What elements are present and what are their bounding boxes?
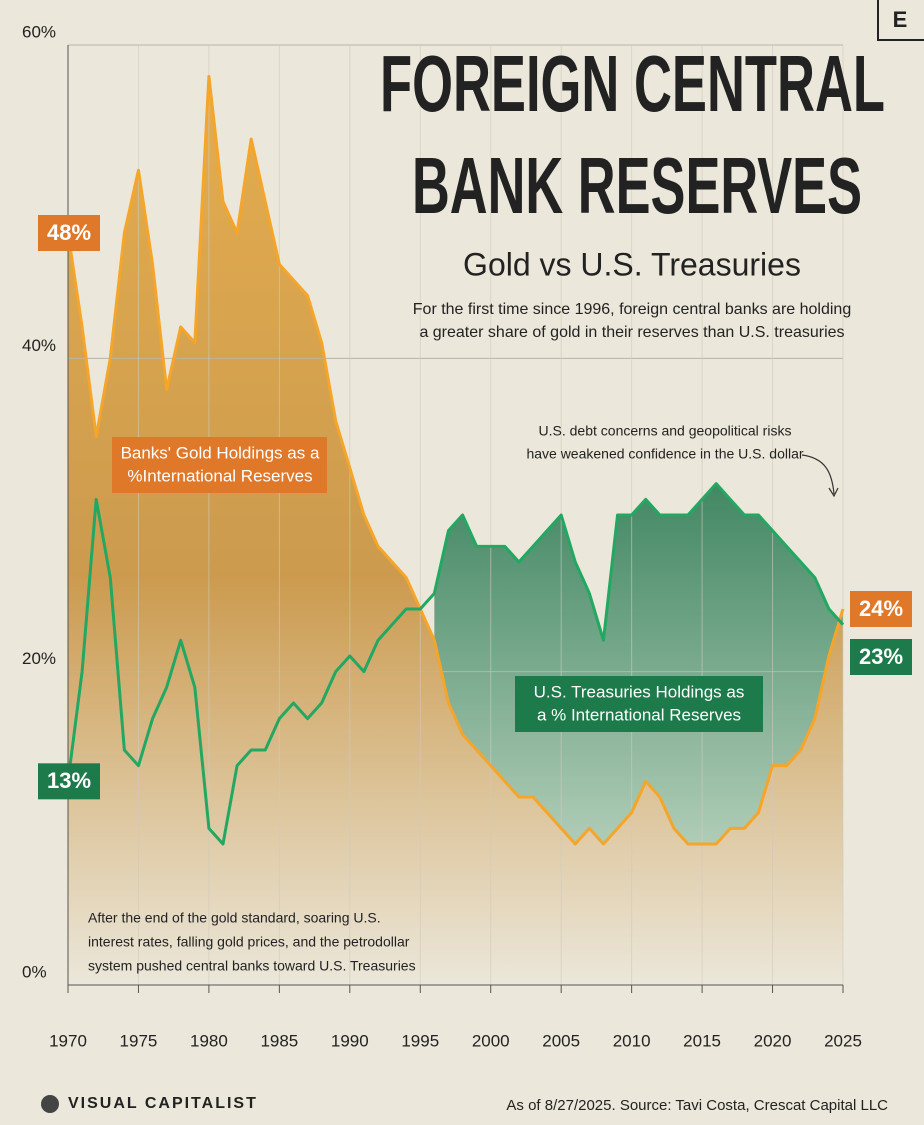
logo-frame — [877, 0, 924, 41]
x-tick-label: 2020 — [754, 1031, 792, 1050]
series-label: U.S. Treasuries Holdings as — [534, 682, 745, 701]
gold-area — [68, 76, 843, 986]
annotation: U.S. debt concerns and geopolitical risk… — [539, 423, 792, 439]
x-tick-label: 1990 — [331, 1031, 369, 1050]
x-tick-label: 1985 — [260, 1031, 298, 1050]
series-line — [66, 74, 845, 846]
value-label-box — [850, 639, 912, 675]
y-tick-label: 20% — [22, 649, 56, 668]
x-tick-label: 2025 — [824, 1031, 862, 1050]
x-tick-label: 1980 — [190, 1031, 228, 1050]
annotation: have weakened confidence in the U.S. dol… — [526, 446, 803, 462]
y-tick-label: 40% — [22, 336, 56, 355]
series-label: a % International Reserves — [537, 705, 741, 724]
series-label-box — [112, 437, 327, 493]
value-label-box — [38, 215, 100, 251]
annotation: After the end of the gold standard, soar… — [88, 910, 381, 926]
x-tick-label: 2000 — [472, 1031, 510, 1050]
x-tick-label: 2005 — [542, 1031, 580, 1050]
subtitle: Gold vs U.S. Treasuries — [463, 246, 801, 282]
brand-icon — [41, 1095, 59, 1113]
series-line — [66, 482, 845, 846]
title-line: BANK RESERVES — [412, 141, 862, 230]
series-label-box — [515, 676, 763, 732]
description: For the first time since 1996, foreign c… — [413, 301, 851, 318]
brand: VISUAL CAPITALIST — [68, 1095, 258, 1112]
annotation: interest rates, falling gold prices, and… — [88, 934, 410, 950]
y-tick-label: 60% — [22, 22, 56, 41]
x-tick-label: 2015 — [683, 1031, 721, 1050]
x-tick-label: 1975 — [120, 1031, 158, 1050]
title-line: FOREIGN CENTRAL — [380, 39, 885, 128]
source: As of 8/27/2025. Source: Tavi Costa, Cre… — [506, 1097, 888, 1114]
series-label: Banks' Gold Holdings as a — [121, 443, 320, 462]
value-label: 48% — [47, 220, 91, 245]
x-tick-label: 2010 — [613, 1031, 651, 1050]
y-tick-label: 0% — [22, 962, 47, 981]
logo: E — [893, 7, 908, 32]
value-label: 24% — [859, 596, 903, 621]
value-label: 13% — [47, 768, 91, 793]
description: a greater share of gold in their reserve… — [419, 324, 844, 341]
value-label-box — [38, 763, 100, 800]
annotation-arrow — [828, 487, 839, 498]
x-tick-label: 1970 — [49, 1031, 87, 1050]
value-label-box — [850, 591, 912, 627]
annotation: system pushed central banks toward U.S. … — [88, 958, 416, 974]
series-label: %International Reserves — [127, 466, 312, 485]
treasury-area — [434, 483, 843, 844]
value-label: 23% — [859, 644, 903, 669]
x-tick-label: 1995 — [401, 1031, 439, 1050]
annotation-arrow — [801, 454, 835, 495]
